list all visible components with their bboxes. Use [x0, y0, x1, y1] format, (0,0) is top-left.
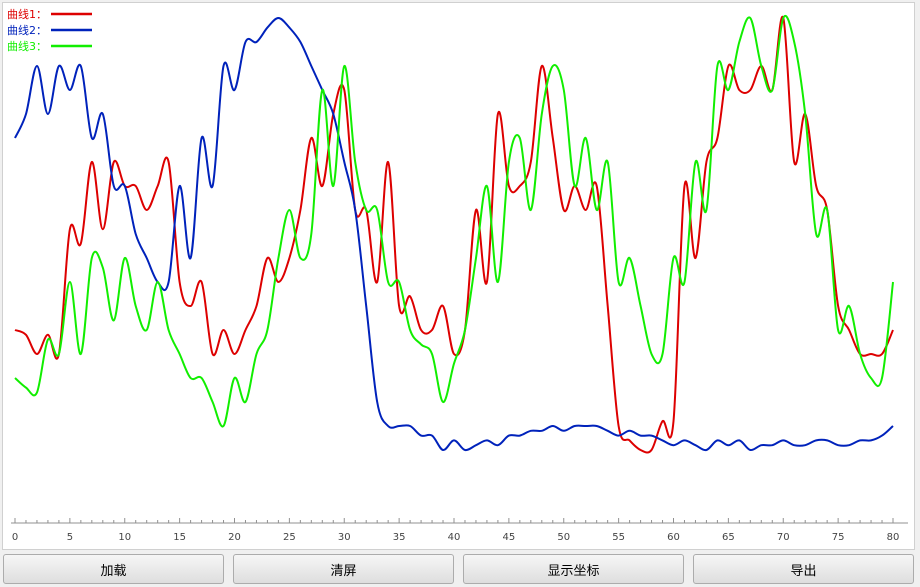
legend-label-1: 曲线1： — [7, 7, 47, 21]
series-line-2 — [14, 17, 894, 452]
export-button[interactable]: 导出 — [693, 554, 914, 584]
clear-screen-button[interactable]: 清屏 — [233, 554, 454, 584]
x-tick-label: 80 — [887, 532, 900, 543]
line-chart: 0 5 10 15 20 25 30 35 40 45 50 55 60 65 70 75 80 曲线1： 曲线2… — [7, 7, 908, 543]
x-tick-label: 70 — [777, 532, 790, 543]
legend-label-2: 曲线2： — [7, 23, 47, 37]
legend-label-3: 曲线3： — [7, 39, 47, 53]
series-line-3 — [14, 15, 894, 428]
x-tick-label: 40 — [448, 532, 461, 543]
x-tick-label: 10 — [118, 532, 131, 543]
load-button[interactable]: 加载 — [3, 554, 224, 584]
x-tick-label: 30 — [338, 532, 351, 543]
toolbar: 加载 清屏 显示坐标 导出 — [0, 554, 920, 587]
show-coordinates-button[interactable]: 显示坐标 — [463, 554, 684, 584]
x-tick-label: 60 — [667, 532, 680, 543]
x-tick-label: 45 — [503, 532, 516, 543]
x-tick-label: 75 — [832, 532, 845, 543]
legend: 曲线1： 曲线2： 曲线3： — [7, 7, 92, 53]
x-tick-label: 50 — [557, 532, 570, 543]
x-tick-label: 20 — [228, 532, 241, 543]
x-tick-label: 65 — [722, 532, 735, 543]
x-tick-label: 0 — [12, 532, 18, 543]
x-tick-label: 55 — [612, 532, 625, 543]
x-tick-label: 15 — [173, 532, 186, 543]
x-tick-label: 5 — [67, 532, 73, 543]
x-axis: 0 5 10 15 20 25 30 35 40 45 50 55 60 65 70 75 80 — [11, 518, 908, 543]
x-tick-label: 25 — [283, 532, 296, 543]
plot-area: 0 5 10 15 20 25 30 35 40 45 50 55 60 65 70 75 80 曲线1： 曲线2… — [2, 2, 915, 550]
series-line-1 — [14, 15, 894, 454]
series-layer — [14, 15, 894, 454]
x-tick-label: 35 — [393, 532, 406, 543]
